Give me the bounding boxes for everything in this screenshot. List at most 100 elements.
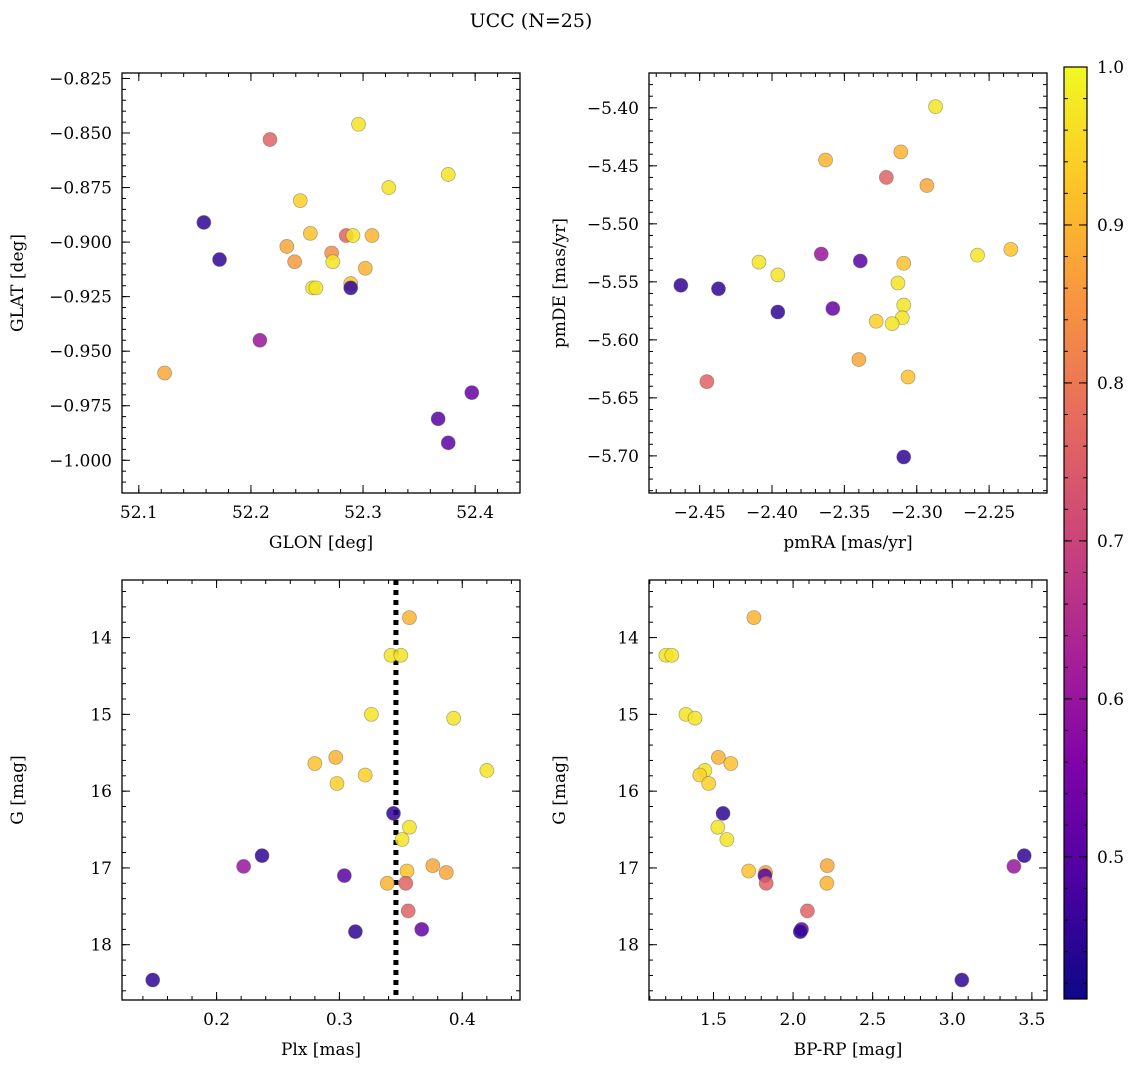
scatter-point <box>343 280 359 296</box>
x-axis-label: pmRA [mas/yr] <box>783 533 912 553</box>
colorbar-tick-label: 0.9 <box>1097 216 1124 236</box>
y-tick-label: −5.50 <box>587 215 639 235</box>
scatter-point <box>479 763 495 778</box>
scatter-point <box>393 647 409 663</box>
y-tick-label: 16 <box>617 782 639 802</box>
scatter-point <box>751 254 767 270</box>
x-tick-label: 3.5 <box>1018 1010 1045 1030</box>
scatter-point <box>430 411 446 427</box>
scatter-point <box>719 832 735 847</box>
scatter-point <box>157 365 173 381</box>
x-tick-label: −2.45 <box>674 503 726 523</box>
scatter-point <box>900 369 916 385</box>
scatter-point <box>878 170 894 185</box>
scatter-point <box>692 767 708 783</box>
colorbar-tick-label: 0.8 <box>1097 374 1124 394</box>
axes-frame <box>648 579 1048 1001</box>
scatter-point <box>896 255 912 271</box>
scatter-point <box>890 275 906 291</box>
scatter-point <box>711 749 726 765</box>
axes-frame <box>121 72 521 494</box>
scatter-point <box>464 385 480 401</box>
scatter-point <box>438 865 454 880</box>
colorbar-tick-label: 0.7 <box>1097 532 1124 552</box>
scatter-point <box>287 254 303 270</box>
scatter-point <box>852 253 868 269</box>
scatter-point <box>196 215 212 230</box>
y-tick-label: 18 <box>617 936 639 956</box>
scatter-point <box>345 228 361 243</box>
colorbar: 0.5 0.6 0.7 0.8 0.9 1.0 <box>1063 58 1124 1000</box>
y-tick-label: 18 <box>90 936 112 956</box>
y-tick-label: −0.850 <box>49 124 112 144</box>
scatter-point <box>386 806 401 821</box>
scatter-point <box>1003 241 1019 257</box>
scatter-point <box>710 819 726 835</box>
scatter-point <box>770 304 786 320</box>
y-axis-label: GLAT [deg] <box>8 234 28 332</box>
scatter-point <box>701 776 717 791</box>
y-tick-label: 17 <box>617 859 639 879</box>
scatter-point <box>336 868 352 884</box>
y-tick-label: 15 <box>617 705 639 725</box>
x-tick-label: 52.1 <box>120 503 158 523</box>
scatter-point <box>399 863 415 879</box>
x-tick-label: 2.5 <box>859 1010 886 1030</box>
scatter-point <box>363 706 379 722</box>
scatter-point <box>673 277 689 293</box>
y-tick-label: −5.45 <box>587 157 639 177</box>
scatter-points <box>157 116 480 451</box>
subplot-2: −2.45 −2.40 −2.35 −2.30 −2.25 −5.70 −5.65 −5.60… <box>550 72 1048 553</box>
scatter-point <box>425 858 441 874</box>
scatter-point <box>254 848 270 864</box>
x-tick-label: 52.3 <box>344 503 382 523</box>
subplot-1: 52.1 52.2 52.3 52.4 −1.000 −0.975 −0.950 −0.925… <box>8 69 521 553</box>
y-tick-label: 17 <box>90 859 112 879</box>
scatter-point <box>400 903 416 919</box>
scatter-point <box>347 924 363 940</box>
scatter-point <box>746 610 762 626</box>
scatter-points <box>673 99 1019 465</box>
scatter-point <box>896 449 912 465</box>
scatter-point <box>252 332 268 348</box>
scatter-point <box>687 710 703 726</box>
y-tick-label: 14 <box>90 629 112 649</box>
scatter-point <box>357 767 373 783</box>
scatter-point <box>758 875 774 891</box>
scatter-point <box>711 281 726 297</box>
scatter-point <box>896 297 912 313</box>
x-tick-label: −2.35 <box>818 503 870 523</box>
y-tick-label: −0.925 <box>49 288 112 308</box>
colorbar-ticks <box>1064 66 1087 984</box>
scatter-point <box>307 756 323 771</box>
y-axis-label: G [mag] <box>550 755 570 824</box>
y-axis-label: pmDE [mas/yr] <box>550 218 570 348</box>
scatter-point <box>446 710 462 726</box>
x-axis-label: Plx [mas] <box>281 1040 361 1060</box>
scatter-point <box>884 316 900 332</box>
scatter-points <box>658 610 1032 988</box>
scatter-point <box>328 749 344 765</box>
scatter-point <box>893 144 909 160</box>
tick-marks <box>122 580 520 1000</box>
scatter-point <box>357 260 373 276</box>
scatter-point <box>381 180 397 195</box>
x-axis-label: GLON [deg] <box>269 533 373 553</box>
y-tick-label: −0.900 <box>49 233 112 253</box>
scatter-point <box>308 280 324 296</box>
x-tick-label: −2.25 <box>963 503 1015 523</box>
tick-marks <box>122 73 521 494</box>
scatter-point <box>402 610 417 626</box>
scatter-point <box>212 252 227 267</box>
y-axis-label: G [mag] <box>8 755 28 824</box>
y-tick-label: −5.55 <box>587 273 639 293</box>
y-tick-label: 16 <box>90 782 112 802</box>
scatter-point <box>279 239 295 254</box>
y-tick-label: −5.65 <box>587 389 639 409</box>
scatter-point <box>928 99 943 115</box>
scatter-point <box>819 858 835 874</box>
axes-frame <box>121 579 521 1001</box>
scatter-point <box>792 924 808 940</box>
scatter-point <box>414 921 430 937</box>
